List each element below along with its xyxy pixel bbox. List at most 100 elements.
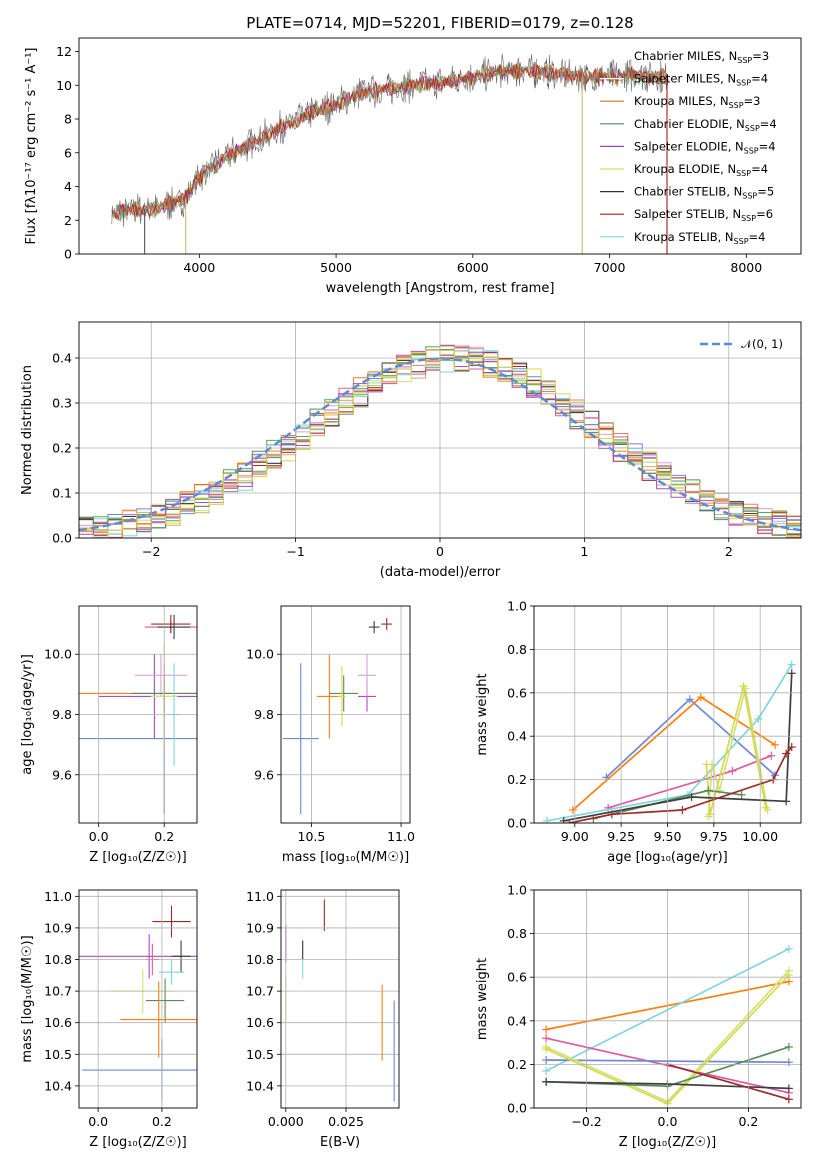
y-tick-label: 10.5 — [44, 1047, 72, 1062]
x-axis-label: age [log₁₀(age/yr)] — [607, 850, 728, 865]
y-tick-label: 0.8 — [507, 642, 527, 657]
axes-frame — [280, 889, 400, 1109]
x-tick-label: 0.000 — [268, 1114, 304, 1129]
errorbar-point — [134, 654, 188, 697]
x-tick-label: 9.75 — [700, 829, 728, 844]
legend-entry-suffix: =5 — [757, 185, 774, 199]
y-tick-label: 0.4 — [507, 729, 527, 744]
legend-entry-sub: SSP — [745, 124, 760, 133]
errorbar-point — [368, 621, 380, 634]
mass-vs-metallicity-plot-area — [79, 905, 197, 1102]
y-tick-label: 9.8 — [52, 707, 72, 722]
y-tick-label: 10.0 — [44, 647, 72, 662]
y-tick-label: 0.6 — [507, 970, 527, 985]
legend-entry-suffix: =4 — [751, 72, 768, 86]
x-tick-label: 8000 — [730, 260, 762, 275]
errorbar-point — [120, 981, 197, 1058]
y-tick-label: 0.2 — [52, 441, 72, 456]
x-tick-label: 7000 — [594, 260, 626, 275]
errorbar-point — [381, 618, 393, 631]
mass-weight-vs-metallicity-panel: −0.2 0.0 0.2 0.0 0.2 0.4 0.6 0.8 1.0 Z [log₁₀(Z/Z… — [475, 883, 802, 1150]
y-tick-label: 10.0 — [246, 647, 274, 662]
x-axis-label: Z [log₁₀(Z/Z☉)] — [619, 1135, 716, 1150]
errorbar-point — [358, 654, 376, 697]
x-tick-label: 9.50 — [654, 829, 682, 844]
y-axis-label: mass weight — [475, 673, 490, 755]
spectrum-line — [111, 63, 668, 219]
y-tick-label: 0.1 — [52, 486, 72, 501]
spectrum-plot-area — [111, 53, 669, 254]
x-tick-label: 10.5 — [298, 829, 326, 844]
spectrum-line — [111, 63, 668, 222]
legend-entry-sub: SSP — [737, 56, 752, 65]
x-tick-label: 1 — [580, 544, 588, 559]
y-tick-label: 4 — [64, 179, 72, 194]
x-tick-label: 0.0 — [89, 829, 109, 844]
x-axis-label: Z [log₁₀(Z/Z☉)] — [89, 850, 186, 865]
legend-entry: Salpeter MILES, NSSP=4 — [634, 72, 768, 88]
legend-entry: Chabrier ELODIE, NSSP=4 — [634, 117, 777, 133]
x-axis-label: wavelength [Angstrom, rest frame] — [326, 281, 555, 296]
y-tick-label: 10.6 — [246, 1015, 274, 1030]
x-axis-label: mass [log₁₀(M/M☉)] — [282, 850, 409, 865]
x-tick-label: 5000 — [320, 260, 352, 275]
series-line — [667, 1063, 790, 1101]
x-axis-label: Z [log₁₀(Z/Z☉)] — [89, 1135, 186, 1150]
x-tick-label: −2 — [142, 544, 160, 559]
y-tick-label: 9.6 — [254, 767, 274, 782]
errorbar-point — [171, 940, 191, 973]
legend-entry-sub: SSP — [734, 237, 749, 246]
y-tick-label: 9.6 — [52, 767, 72, 782]
y-tick-label: 10.7 — [246, 984, 274, 999]
legend-entry-suffix: =3 — [744, 94, 761, 108]
x-tick-label: 0 — [436, 544, 444, 559]
y-tick-label: 12 — [56, 44, 72, 59]
y-tick-label: 0.0 — [52, 531, 72, 546]
y-tick-label: 0 — [64, 247, 72, 262]
y-axis-label: Normed distribution — [20, 365, 35, 495]
legend-entry-suffix: =4 — [759, 139, 776, 153]
legend-entry: Kroupa ELODIE, NSSP=4 — [634, 162, 768, 178]
plots-layer: 4000 5000 6000 7000 8000024681012wavelength … — [20, 37, 802, 1150]
figure-title: PLATE=0714, MJD=52201, FIBERID=0179, z=0… — [246, 14, 633, 32]
age-vs-mass-panel: 10.5 11.0 9.6 9.8 10.0 mass [log₁₀(M/M☉)] — [246, 605, 415, 865]
x-tick-label: −0.2 — [571, 1114, 601, 1129]
x-tick-label: 0.2 — [738, 1114, 758, 1129]
axes-frame — [533, 605, 802, 824]
errorbar-point — [158, 959, 185, 985]
errorbar-point — [316, 654, 342, 739]
y-axis-label: mass weight — [475, 958, 490, 1040]
x-axis-label: E(B-V) — [320, 1135, 360, 1150]
errorbar-point — [79, 934, 197, 979]
legend-entry-sub: SSP — [744, 146, 759, 155]
legend-entry-sub: SSP — [736, 79, 751, 88]
axes-frame — [280, 605, 411, 824]
y-tick-label: 0.8 — [507, 926, 527, 941]
axes-frame — [78, 37, 802, 255]
y-tick-label: 10.5 — [246, 1047, 274, 1062]
y-tick-label: 10.8 — [246, 952, 274, 967]
errorbar-point — [157, 615, 191, 640]
y-tick-label: 6 — [64, 145, 72, 160]
y-tick-label: 10.4 — [44, 1078, 72, 1093]
legend-entry-suffix: =4 — [760, 117, 777, 131]
y-tick-label: 10.8 — [44, 952, 72, 967]
y-tick-label: 9.8 — [254, 707, 274, 722]
y-tick-label: 10.4 — [246, 1078, 274, 1093]
errorbar-point — [145, 978, 185, 1023]
legend-entry-suffix: =6 — [756, 207, 773, 221]
legend-entry-sub: SSP — [742, 192, 757, 201]
y-axis-label: mass [log₁₀(M/M☉)] — [20, 935, 35, 1062]
y-axis-label: age [log₁₀(age/yr)] — [20, 654, 35, 775]
x-tick-label: 0.025 — [328, 1114, 364, 1129]
y-tick-label: 10.9 — [44, 920, 72, 935]
y-tick-label: 1.0 — [507, 599, 527, 614]
legend-entry: 𝒩(0, 1) — [741, 337, 783, 351]
spectrum-line — [111, 61, 668, 218]
y-tick-label: 0.0 — [507, 1101, 527, 1116]
y-tick-label: 0.0 — [507, 816, 527, 831]
x-tick-label: 10.00 — [742, 829, 778, 844]
legend-entry-suffix: =3 — [752, 49, 769, 63]
y-tick-label: 10 — [56, 78, 72, 93]
